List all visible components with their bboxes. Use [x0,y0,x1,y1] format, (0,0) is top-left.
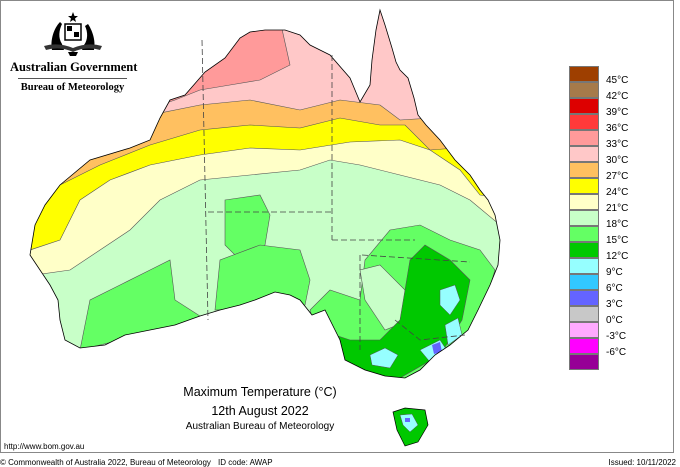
temperature-map [29,8,501,447]
legend-label: 3°C [606,299,623,310]
legend-label: -6°C [606,347,627,358]
legend-swatch [569,322,599,338]
legend-swatch [569,98,599,114]
legend-label: 42°C [606,91,629,102]
legend-label: 24°C [606,187,629,198]
legend-swatch [569,210,599,226]
map-frame [0,0,674,453]
legend-swatch [569,114,599,130]
legend-label: 39°C [606,107,629,118]
issued-date: Issued: 10/11/2022 [608,458,676,467]
legend-label: 12°C [606,251,629,262]
legend-swatch [569,274,599,290]
legend-label: 45°C [606,75,629,86]
legend-swatch [569,66,599,82]
legend-swatch [569,82,599,98]
legend-label: 36°C [606,123,629,134]
legend-swatch [569,178,599,194]
map-date: 12th August 2022 [211,404,309,418]
agency-name: Bureau of Meteorology [20,82,125,93]
id-code: ID code: AWAP [218,458,273,467]
legend-swatch [569,130,599,146]
coat-of-arms-icon [43,12,102,56]
legend-swatch [569,290,599,306]
legend-label: 33°C [606,139,629,150]
legend-swatch [569,146,599,162]
legend-label: 6°C [606,283,623,294]
legend-label: 15°C [606,235,629,246]
bom-logo: Australian Government Bureau of Meteorol… [10,10,138,95]
legend-label: 9°C [606,267,623,278]
logo-divider [18,78,127,79]
legend-label: -3°C [606,331,627,342]
government-name: Australian Government [10,60,138,74]
map-title: Maximum Temperature (°C) [183,385,337,399]
legend-label: 18°C [606,219,629,230]
legend-swatch [569,306,599,322]
legend-swatch [569,258,599,274]
legend-swatch [569,194,599,210]
legend-swatch [569,162,599,178]
legend-label: 21°C [606,203,629,214]
legend-swatch [569,338,599,354]
legend-label: 0°C [606,315,623,326]
legend-swatch [569,226,599,242]
legend-label: 27°C [606,171,629,182]
website-link[interactable]: http://www.bom.gov.au [4,442,85,451]
legend-label: 30°C [606,155,629,166]
map-source: Australian Bureau of Meteorology [185,421,335,432]
copyright-notice: © Commonwealth of Australia 2022, Bureau… [0,458,211,467]
tasmania [392,407,429,447]
legend-swatch [569,354,599,370]
legend-swatch [569,242,599,258]
